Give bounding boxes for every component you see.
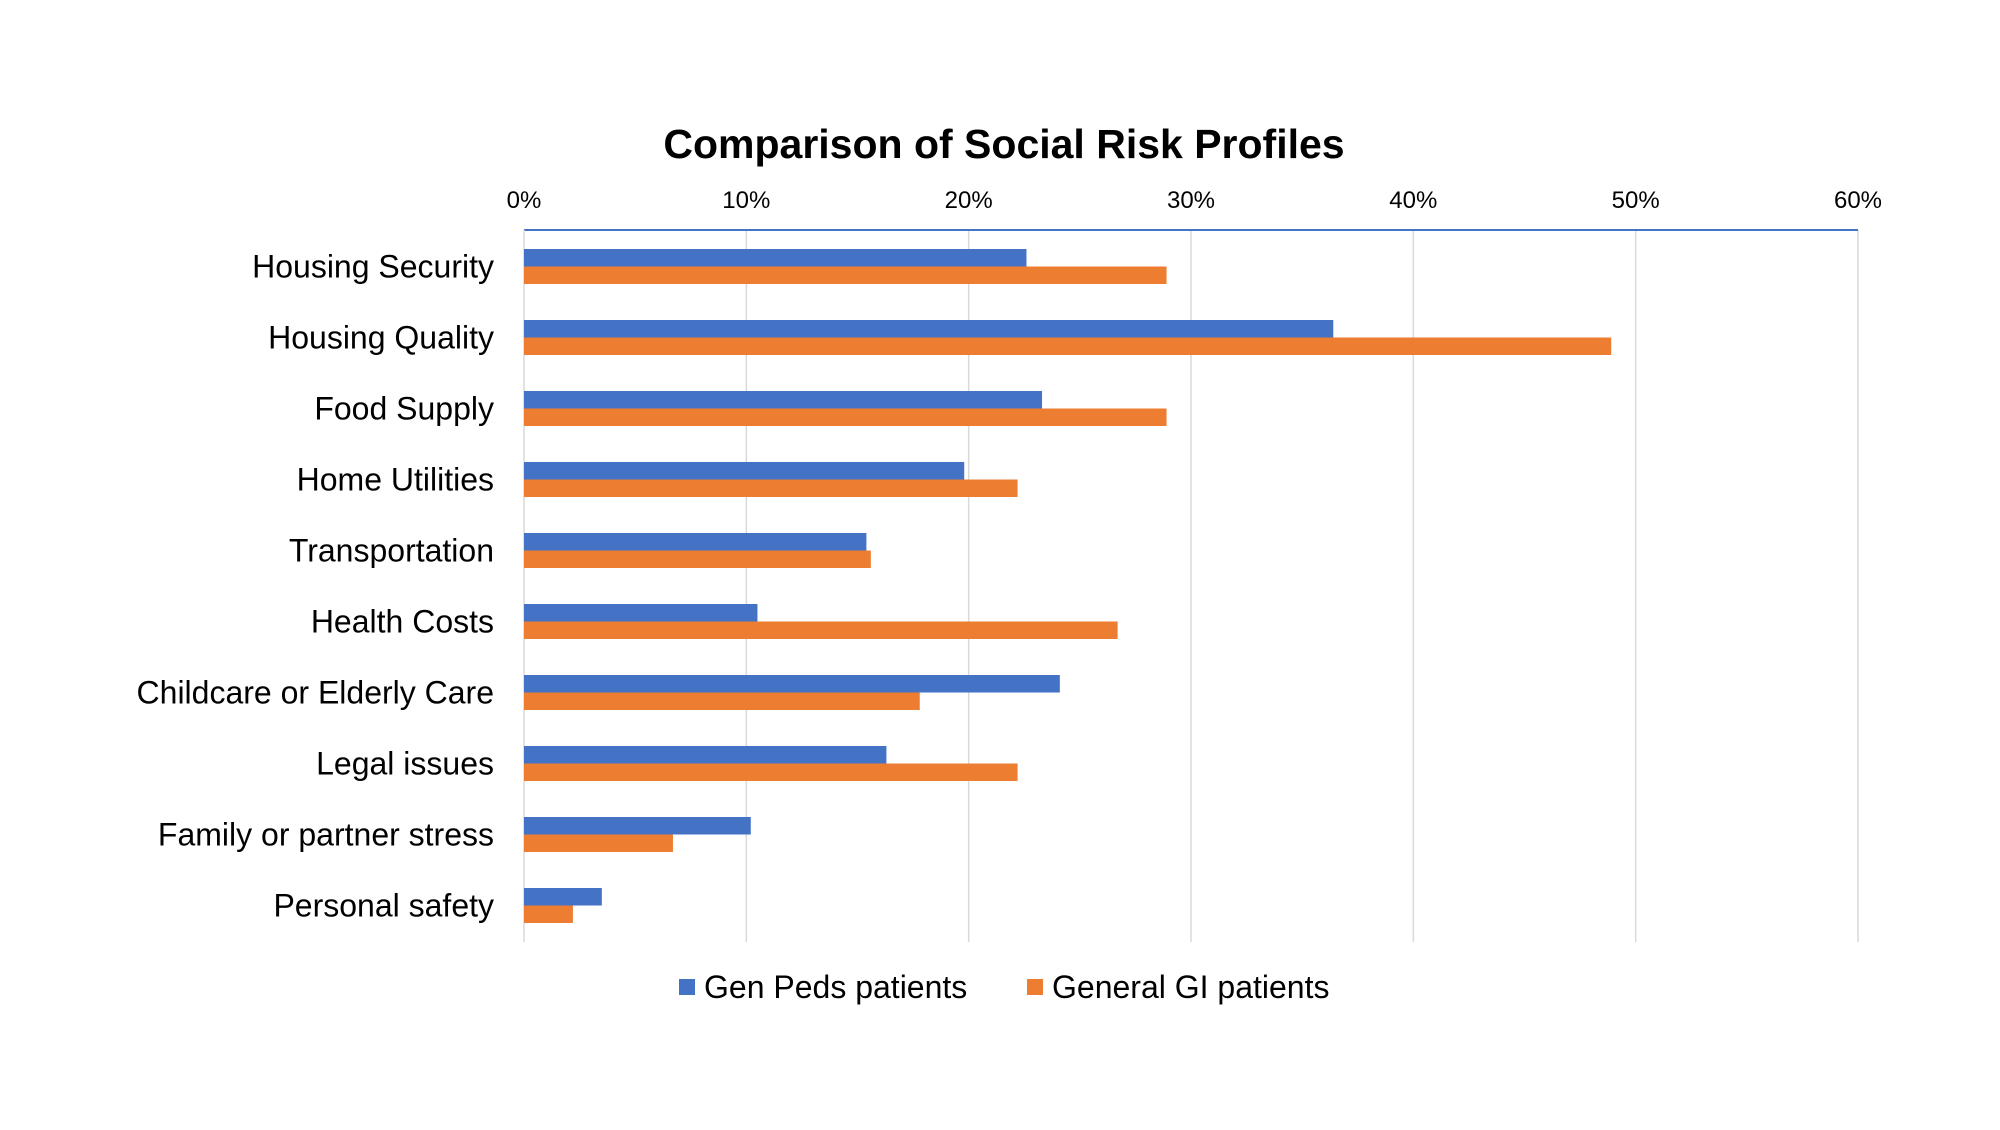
bar-general-gi — [524, 550, 871, 568]
bar-general-gi — [524, 337, 1612, 355]
legend-marker — [1027, 979, 1043, 995]
bar-gen-peds — [524, 746, 887, 764]
bar-gen-peds — [524, 391, 1043, 409]
category-label: Housing Security — [252, 249, 494, 285]
legend-marker — [679, 979, 695, 995]
bar-gen-peds — [524, 533, 867, 551]
x-tick-label: 40% — [1389, 187, 1437, 214]
bar-gen-peds — [524, 462, 965, 480]
bars — [524, 249, 1612, 923]
x-tick-label: 10% — [722, 187, 770, 214]
category-label: Housing Quality — [268, 320, 494, 356]
bar-gen-peds — [524, 604, 758, 622]
x-tick-label: 0% — [507, 187, 542, 214]
bar-general-gi — [524, 266, 1167, 284]
bar-general-gi — [524, 905, 573, 923]
category-label: Food Supply — [314, 391, 494, 427]
bar-general-gi — [524, 692, 920, 710]
bar-gen-peds — [524, 888, 602, 906]
bar-gen-peds — [524, 249, 1027, 267]
category-label: Legal issues — [316, 746, 494, 782]
category-label: Family or partner stress — [158, 817, 494, 853]
bar-general-gi — [524, 763, 1018, 781]
x-tick-label: 50% — [1612, 187, 1660, 214]
bar-general-gi — [524, 479, 1018, 497]
bar-gen-peds — [524, 320, 1334, 338]
bar-gen-peds — [524, 817, 751, 835]
legend: Gen Peds patients General GI patients — [679, 969, 1329, 1005]
bar-general-gi — [524, 834, 673, 852]
bar-general-gi — [524, 621, 1118, 639]
category-label: Transportation — [289, 533, 494, 569]
legend-label: Gen Peds patients — [704, 969, 967, 1005]
category-label: Childcare or Elderly Care — [137, 675, 494, 711]
category-label: Personal safety — [273, 888, 494, 924]
legend-label: General GI patients — [1052, 969, 1329, 1005]
bar-general-gi — [524, 408, 1167, 426]
category-label: Home Utilities — [297, 462, 494, 498]
category-labels: Housing Security Housing Quality Food Supp… — [137, 249, 494, 924]
x-tick-label: 30% — [1167, 187, 1215, 214]
x-tick-label: 20% — [945, 187, 993, 214]
bar-gen-peds — [524, 675, 1060, 693]
x-tick-label: 60% — [1834, 187, 1882, 214]
chart-title: Comparison of Social Risk Profiles — [663, 121, 1344, 167]
category-label: Health Costs — [311, 604, 494, 640]
